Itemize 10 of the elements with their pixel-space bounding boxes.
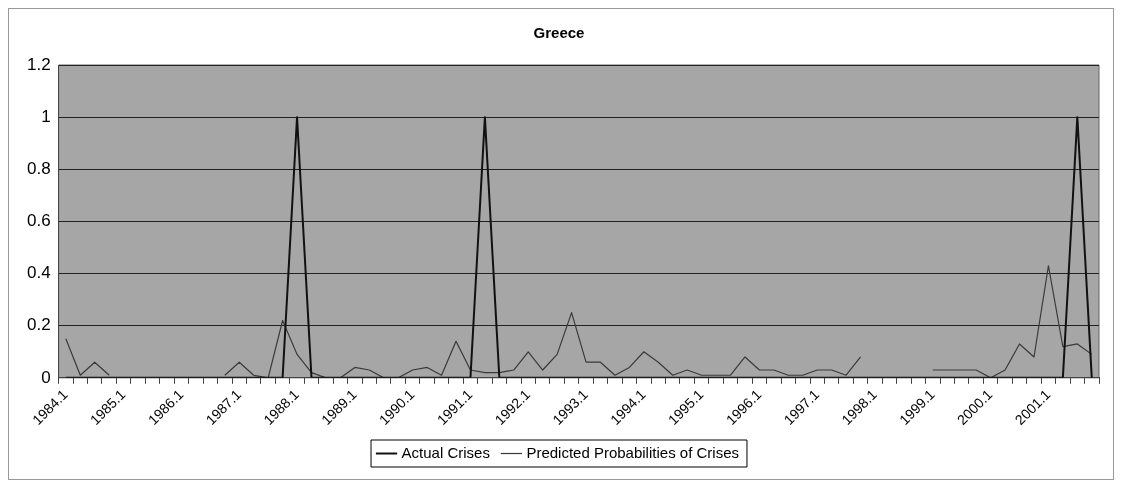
y-tick-label: 0.2: [26, 315, 51, 335]
y-tick-label: 0.4: [26, 263, 51, 283]
y-tick-label: 1: [41, 106, 51, 126]
legend-label: Predicted Probabilities of Crises: [526, 443, 739, 461]
y-tick-label: 1.2: [26, 54, 51, 74]
chart-title: Greece: [533, 24, 585, 42]
y-tick-label: 0.8: [26, 158, 51, 178]
legend-label: Actual Crises: [401, 443, 490, 461]
y-tick-label: 0.6: [26, 211, 51, 231]
y-tick-label: 0: [41, 367, 51, 387]
